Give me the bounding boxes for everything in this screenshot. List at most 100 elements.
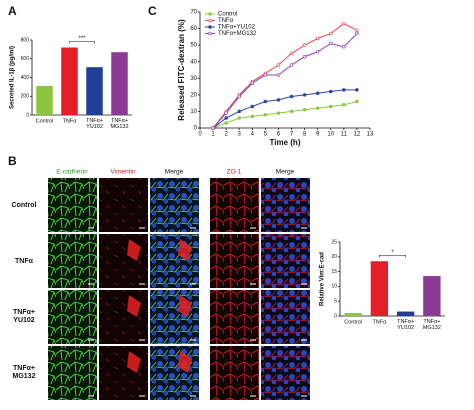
y-tick-label: 50	[190, 43, 197, 49]
data-point	[329, 31, 333, 36]
x-tick-label: TNFα	[372, 319, 387, 325]
data-point	[263, 99, 268, 104]
micrograph	[48, 290, 97, 344]
legend-marker	[208, 18, 212, 23]
micrograph	[150, 290, 199, 344]
data-point	[211, 126, 215, 130]
data-point	[250, 114, 255, 119]
data-point	[263, 73, 268, 77]
panel-label: C	[148, 4, 157, 18]
data-point	[342, 88, 346, 92]
micrograph	[261, 346, 310, 400]
y-tick-label: 200	[21, 94, 30, 100]
data-point	[237, 109, 241, 114]
legend-label: TNFα+MG132	[218, 31, 257, 37]
x-tick-label: 7	[290, 132, 294, 138]
x-tick-label: TNFα+ YU102	[397, 319, 414, 331]
data-point	[289, 51, 294, 56]
significance-label: *	[391, 250, 394, 256]
data-point	[302, 93, 307, 97]
data-point	[237, 94, 241, 99]
data-point	[302, 54, 307, 59]
x-tick-label: Control	[344, 319, 362, 325]
x-tick-label: TNFα+ MG132	[110, 118, 128, 130]
legend-marker	[208, 12, 212, 16]
series-line	[212, 33, 358, 129]
data-point	[289, 94, 294, 99]
x-axis-label: Time (h)	[270, 138, 301, 147]
x-tick-label: 6	[277, 132, 281, 138]
y-tick-label: 0	[26, 112, 29, 118]
micrograph-grid: E-cadherin Vimentin Merge ZO-1 Merge Control T…	[12, 169, 310, 400]
row-label: TNFα+ YU102	[13, 309, 35, 324]
micrograph	[150, 234, 199, 288]
y-tick-label: 30	[190, 76, 197, 82]
x-tick-label: 2	[224, 132, 228, 138]
bar	[111, 52, 128, 115]
y-tick-label: 600	[21, 56, 30, 62]
y-tick-label: 60	[190, 26, 197, 32]
data-point	[224, 111, 228, 115]
data-point	[276, 63, 281, 67]
data-point	[315, 50, 320, 54]
data-point	[302, 108, 307, 112]
data-point	[289, 63, 294, 67]
y-tick-label: 40	[190, 59, 197, 65]
x-tick-label: 5	[264, 132, 268, 138]
y-axis-label: Released FITC-dextran (%)	[177, 19, 186, 121]
data-point	[342, 103, 346, 107]
legend-marker	[208, 31, 212, 36]
data-point	[355, 28, 359, 32]
series-line	[212, 23, 358, 129]
bar	[423, 276, 441, 316]
significance-bracket	[69, 41, 95, 44]
x-tick-label: 11	[341, 132, 348, 138]
bar	[396, 311, 415, 316]
data-point	[315, 36, 320, 41]
micrograph	[99, 234, 148, 288]
row-label: Control	[12, 202, 37, 209]
micrograph	[261, 234, 310, 288]
panel-label: A	[8, 4, 17, 18]
y-tick-label: 10	[331, 284, 337, 290]
y-tick-label: 20	[190, 92, 197, 98]
legend-label: TNFα	[218, 18, 234, 24]
x-tick-label: TNFα	[63, 118, 78, 124]
micrograph	[261, 178, 310, 232]
micrograph	[210, 234, 259, 288]
y-axis-label: Secreted IL-1β (pg/ml)	[10, 46, 16, 109]
micrograph	[210, 178, 259, 232]
micrograph	[99, 346, 148, 400]
data-point	[342, 45, 346, 49]
panel-label: B	[8, 154, 17, 168]
x-tick-label: 13	[367, 132, 374, 138]
micrograph	[210, 346, 259, 400]
cell-region	[178, 295, 192, 317]
y-tick-label: 20	[331, 254, 337, 260]
y-axis-label: Relative Vim:E-cad	[320, 252, 326, 306]
x-tick-label: TNFα+ MG132	[423, 319, 441, 331]
data-point	[276, 98, 281, 102]
micrograph	[150, 346, 199, 400]
legend-label: TNFα+YU102	[218, 25, 256, 31]
y-tick-label: 25	[331, 239, 337, 245]
y-tick-label: 0	[334, 313, 337, 319]
x-tick-label: 1	[211, 132, 215, 138]
legend-label: Control	[218, 12, 237, 18]
data-point	[250, 81, 255, 86]
bar	[36, 85, 53, 115]
data-point	[302, 43, 307, 47]
data-point	[329, 41, 333, 46]
cell-region	[127, 295, 141, 317]
legend-marker	[208, 25, 212, 29]
data-point	[355, 88, 359, 92]
x-tick-label: 9	[316, 132, 320, 138]
y-tick-label: 400	[21, 75, 30, 81]
x-tick-label: 3	[238, 132, 242, 138]
x-tick-label: 10	[327, 132, 334, 138]
data-point	[342, 21, 346, 26]
data-point	[237, 116, 241, 120]
series-line	[212, 89, 357, 129]
data-point	[329, 104, 333, 109]
